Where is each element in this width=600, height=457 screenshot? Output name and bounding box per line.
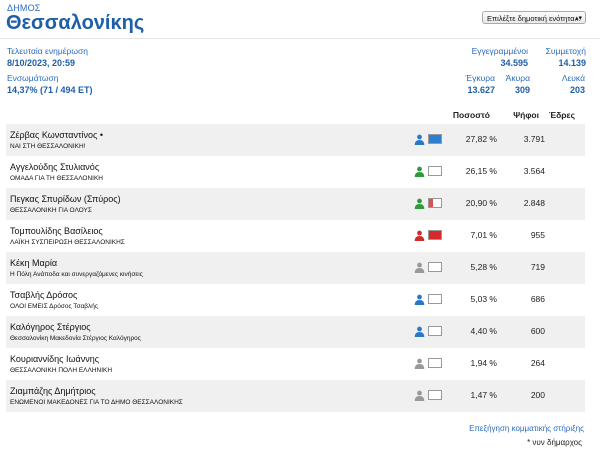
support-bar bbox=[428, 166, 442, 176]
votes-value: 3.791 bbox=[523, 134, 545, 144]
support-bar bbox=[428, 134, 442, 144]
municipality-label: ΔΗΜΟΣ bbox=[7, 3, 41, 13]
table-row[interactable]: Τομπουλίδης Βασίλειος ΛΑΪΚΗ ΣΥΣΠΕΙΡΩΣΗ ΘΕ… bbox=[6, 220, 585, 252]
table-body: Ζέρβας Κωνσταντίνος • ΝΑΙ ΣΤΗ ΘΕΣΣΑΛΟΝΙΚΗ… bbox=[0, 124, 600, 412]
last-update-value: 8/10/2023, 20:59 bbox=[7, 58, 76, 68]
votes-value: 686 bbox=[530, 294, 545, 304]
votes-value: 200 bbox=[530, 390, 545, 400]
turnout-label: Συμμετοχή bbox=[545, 46, 586, 56]
registered-value: 34.595 bbox=[500, 58, 528, 68]
party-support-explanation-link[interactable]: Επεξήγηση κομματικής στήριξης bbox=[469, 424, 584, 433]
candidate-name: Πεγκας Σπυρίδων (Σπύρος) bbox=[10, 194, 121, 204]
support-bar bbox=[428, 294, 442, 304]
candidate-name: Καλόγηρος Στέργιος bbox=[10, 322, 91, 332]
invalid-value: 309 bbox=[514, 85, 530, 95]
header-votes: Ψήφοι bbox=[513, 110, 539, 120]
votes-value: 719 bbox=[530, 262, 545, 272]
candidate-name: Κουριαννίδης Ιωάννης bbox=[10, 354, 100, 364]
last-update-label: Τελευταία ενημέρωση bbox=[7, 46, 88, 56]
votes-value: 955 bbox=[530, 230, 545, 240]
candidate-name: Τσαβλής Δρόσος bbox=[10, 290, 78, 300]
table-row[interactable]: Κουριαννίδης Ιωάννης ΘΕΣΣΑΛΟΝΙΚΗ ΠΟΛΗ ΕΛΛ… bbox=[6, 348, 585, 380]
person-icon bbox=[414, 358, 425, 369]
table-row[interactable]: Ζιαμπάζης Δημήτριος ΕΝΩΜΕΝΟΙ ΜΑΚΕΔΟΝΕΣ ΓΙ… bbox=[6, 380, 585, 412]
table-row[interactable]: Τσαβλής Δρόσος ΟΛΟΙ ΕΜΕΙΣ Δρόσος Τσαβλής 5… bbox=[6, 284, 585, 316]
blank-value: 203 bbox=[569, 85, 585, 95]
invalid-label: Άκυρα bbox=[505, 73, 530, 83]
table-row[interactable]: Ζέρβας Κωνσταντίνος • ΝΑΙ ΣΤΗ ΘΕΣΣΑΛΟΝΙΚΗ… bbox=[6, 124, 585, 156]
percent-value: 4,40 % bbox=[470, 326, 497, 336]
percent-value: 7,01 % bbox=[470, 230, 497, 240]
candidate-party: ΛΑΪΚΗ ΣΥΣΠΕΙΡΩΣΗ ΘΕΣΣΑΛΟΝΙΚΗΣ bbox=[10, 239, 125, 246]
select-label: Επιλέξτε δημοτική ενότητα... bbox=[487, 14, 581, 23]
support-bar bbox=[428, 198, 442, 208]
percent-value: 26,15 % bbox=[465, 166, 497, 176]
header: ΔΗΜΟΣ Θεσσαλονίκης Επιλέξτε δημοτική ενό… bbox=[0, 0, 600, 39]
candidate-party: ΘΕΣΣΑΛΟΝΙΚΗ ΠΟΛΗ ΕΛΛΗΝΙΚΗ bbox=[10, 367, 113, 374]
person-icon bbox=[414, 230, 425, 241]
header-seats: Έδρες bbox=[548, 110, 575, 120]
person-icon bbox=[414, 294, 425, 305]
registered-label: Εγγεγραμμένοι bbox=[471, 46, 528, 56]
votes-value: 2.848 bbox=[523, 198, 545, 208]
municipality-title: Θεσσαλονίκης bbox=[6, 12, 145, 34]
person-icon bbox=[414, 134, 425, 145]
table-row[interactable]: Κέκη Μαρία Η Πόλη Ανάποδα και συνεργαζόμε… bbox=[6, 252, 585, 284]
person-icon bbox=[414, 198, 425, 209]
integration-value: 14,37% (71 / 494 ΕΤ) bbox=[7, 85, 93, 95]
candidate-name: Ζέρβας Κωνσταντίνος • bbox=[10, 130, 104, 140]
candidate-party: Θεσσαλονίκη Μακεδονία Στέργιος Καλόγηρος bbox=[10, 335, 141, 342]
stats-panel: Τελευταία ενημέρωση 8/10/2023, 20:59 Ενσ… bbox=[0, 39, 600, 95]
candidate-party: ΝΑΙ ΣΤΗ ΘΕΣΣΑΛΟΝΙΚΗ! bbox=[10, 143, 86, 150]
candidate-name: Κέκη Μαρία bbox=[10, 258, 58, 268]
candidate-party: ΘΕΣΣΑΛΟΝΙΚΗ ΓΙΑ ΟΛΟΥΣ bbox=[10, 207, 92, 214]
support-bar-fill bbox=[429, 231, 441, 239]
person-icon bbox=[414, 326, 425, 337]
current-mayor-note: * νυν δήμαρχος bbox=[527, 438, 582, 447]
candidate-party: ΟΛΟΙ ΕΜΕΙΣ Δρόσος Τσαβλής bbox=[10, 303, 99, 310]
valid-value: 13.627 bbox=[467, 85, 495, 95]
candidate-name: Τομπουλίδης Βασίλειος bbox=[10, 226, 103, 236]
candidate-party: ΟΜΑΔΑ ΓΙΑ ΤΗ ΘΕΣΣΑΛΟΝΙΚΗ bbox=[10, 175, 104, 182]
candidate-name: Αγγελούδης Στυλιανός bbox=[10, 162, 100, 172]
support-bar-fill bbox=[429, 199, 433, 207]
person-icon bbox=[414, 390, 425, 401]
candidate-name: Ζιαμπάζης Δημήτριος bbox=[10, 386, 96, 396]
percent-value: 1,47 % bbox=[470, 390, 497, 400]
blank-label: Λευκά bbox=[561, 73, 585, 83]
person-icon bbox=[414, 166, 425, 177]
support-bar bbox=[428, 358, 442, 368]
support-bar bbox=[428, 262, 442, 272]
table-row[interactable]: Αγγελούδης Στυλιανός ΟΜΑΔΑ ΓΙΑ ΤΗ ΘΕΣΣΑΛΟ… bbox=[6, 156, 585, 188]
table-header: Ποσοστό Ψήφοι Έδρες bbox=[0, 106, 600, 124]
municipal-unit-select[interactable]: Επιλέξτε δημοτική ενότητα... ▴▾ bbox=[482, 11, 586, 24]
candidate-party: ΕΝΩΜΕΝΟΙ ΜΑΚΕΔΟΝΕΣ ΓΙΑ ΤΟ ΔΗΜΟ ΘΕΣΣΑΛΟΝΙ… bbox=[10, 399, 183, 406]
percent-value: 27,82 % bbox=[465, 134, 497, 144]
votes-value: 3.564 bbox=[523, 166, 545, 176]
votes-value: 600 bbox=[530, 326, 545, 336]
results-table: Ποσοστό Ψήφοι Έδρες Ζέρβας Κωνσταντίνος … bbox=[0, 106, 600, 412]
person-icon bbox=[414, 262, 425, 273]
turnout-value: 14.139 bbox=[558, 58, 586, 68]
support-bar bbox=[428, 390, 442, 400]
percent-value: 5,28 % bbox=[470, 262, 497, 272]
table-row[interactable]: Καλόγηρος Στέργιος Θεσσαλονίκη Μακεδονία … bbox=[6, 316, 585, 348]
support-bar-fill bbox=[429, 135, 441, 143]
votes-value: 264 bbox=[530, 358, 545, 368]
valid-label: Έγκυρα bbox=[465, 73, 495, 83]
candidate-party: Η Πόλη Ανάποδα και συνεργαζόμενες κινήσε… bbox=[10, 271, 143, 278]
header-percent: Ποσοστό bbox=[452, 110, 490, 120]
percent-value: 1,94 % bbox=[470, 358, 497, 368]
percent-value: 5,03 % bbox=[470, 294, 497, 304]
chevron-updown-icon: ▴▾ bbox=[574, 15, 582, 22]
support-bar bbox=[428, 230, 442, 240]
percent-value: 20,90 % bbox=[465, 198, 497, 208]
table-row[interactable]: Πεγκας Σπυρίδων (Σπύρος) ΘΕΣΣΑΛΟΝΙΚΗ ΓΙΑ … bbox=[6, 188, 585, 220]
integration-label: Ενσωμάτωση bbox=[7, 73, 59, 83]
support-bar bbox=[428, 326, 442, 336]
